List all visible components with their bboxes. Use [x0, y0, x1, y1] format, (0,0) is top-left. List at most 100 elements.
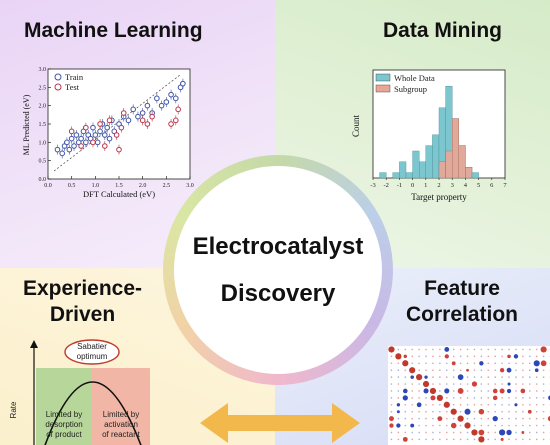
volcano-curve: [44, 381, 142, 445]
correlation-dot: [411, 431, 414, 434]
correlation-dot: [459, 403, 462, 406]
correlation-dot: [445, 417, 448, 420]
correlation-dot: [411, 355, 414, 358]
correlation-dot: [515, 369, 517, 372]
dm-whole-bar: [432, 134, 440, 179]
ml-train-point: [139, 110, 146, 116]
left-region: [36, 368, 92, 445]
correlation-dot: [494, 438, 497, 441]
center-ring: Electrocatalyst Discovery: [163, 155, 393, 385]
dm-xlabel: Target property: [411, 192, 467, 202]
correlation-dot: [501, 403, 503, 406]
correlation-dot: [480, 355, 483, 358]
ml-ytick-label: 3.0: [39, 67, 47, 73]
rate-label: Rate: [9, 401, 18, 418]
correlation-dot: [478, 408, 485, 415]
correlation-dot: [535, 376, 538, 378]
ml-train-point: [154, 95, 160, 102]
correlation-dot: [459, 362, 462, 365]
correlation-dot: [418, 348, 420, 351]
correlation-dot: [425, 424, 427, 427]
correlation-dot: [515, 383, 517, 385]
correlation-dot: [535, 355, 538, 358]
correlation-dot: [522, 410, 524, 413]
correlation-dot: [487, 424, 490, 427]
correlation-dot: [521, 431, 525, 434]
correlation-dot: [397, 438, 400, 441]
correlation-dot: [439, 383, 441, 385]
correlation-dot: [459, 397, 462, 399]
correlation-dot: [528, 362, 531, 365]
correlation-dot: [528, 390, 531, 392]
dm-ylabel: Count: [351, 115, 361, 138]
correlation-dot: [411, 410, 414, 413]
correlation-dot: [425, 431, 427, 434]
correlation-dot: [425, 362, 427, 365]
correlation-dot: [439, 403, 441, 406]
correlation-dot: [487, 383, 490, 385]
correlation-dot: [443, 401, 450, 408]
correlation-dot: [466, 362, 469, 365]
correlation-dot: [397, 362, 400, 365]
correlation-dot: [501, 424, 503, 427]
ml-train-point: [59, 150, 66, 157]
correlation-dot: [459, 410, 462, 413]
dm-whole-bar: [412, 150, 420, 179]
correlation-dot: [432, 369, 434, 372]
dm-histogram: -3 -2 -1 0 1 2 3 4 5 6 7 Whole Data Subgroup Targe…: [351, 69, 507, 202]
correlation-dot: [515, 348, 517, 351]
correlation-dot: [404, 410, 407, 413]
title-ex-line1: Experience-: [22, 277, 143, 300]
correlation-dot: [480, 348, 483, 351]
title-fc-line1: Feature: [424, 277, 500, 300]
correlation-dot: [418, 390, 420, 392]
dm-subgroup-bar: [438, 161, 446, 179]
correlation-dot: [444, 347, 450, 352]
ml-train-point: [64, 139, 70, 146]
correlation-dot: [411, 390, 414, 392]
correlation-dot: [522, 376, 524, 378]
correlation-dot: [473, 362, 476, 365]
ml-parity-line: [53, 74, 181, 172]
correlation-dot: [542, 431, 545, 434]
correlation-dot: [395, 353, 402, 360]
dm-xtick-label: 2: [437, 182, 440, 189]
correlation-dot: [404, 424, 407, 427]
correlation-dot: [390, 431, 393, 434]
correlation-dot: [459, 355, 462, 358]
correlation-dot: [459, 348, 462, 351]
correlation-dot: [397, 369, 400, 372]
correlation-dot: [542, 438, 545, 441]
center-disc: [174, 166, 382, 374]
ml-train-point: [102, 132, 108, 138]
ml-train-point: [68, 135, 75, 142]
correlation-dot: [480, 376, 483, 378]
correlation-dot: [501, 410, 503, 413]
correlation-dot: [396, 423, 401, 428]
correlation-dot: [500, 437, 504, 441]
correlation-dot: [528, 383, 531, 385]
dm-subgroup-bar: [451, 118, 459, 179]
ml-test-point: [68, 128, 75, 135]
ml-train-point: [173, 95, 179, 102]
correlation-dot: [515, 417, 517, 420]
correlation-dot: [422, 380, 430, 388]
correlation-dot: [466, 390, 469, 392]
left-line3: of product: [46, 430, 82, 439]
sabatier-optimum-badge: [64, 339, 120, 365]
correlation-dot: [388, 346, 395, 353]
correlation-dot: [397, 383, 400, 385]
ml-train-point: [163, 99, 170, 105]
ml-train-point: [66, 146, 73, 153]
correlation-dot: [473, 438, 476, 441]
correlation-dot: [425, 410, 427, 413]
correlation-dot: [515, 362, 517, 365]
ml-test-point: [120, 110, 127, 116]
dm-xtick-label: 5: [477, 182, 480, 189]
correlation-dot: [542, 383, 545, 385]
correlation-dot: [439, 348, 441, 351]
correlation-dot: [528, 403, 531, 406]
dm-whole-bar: [418, 161, 426, 179]
correlation-dot: [418, 431, 420, 434]
correlation-dot: [436, 394, 443, 401]
